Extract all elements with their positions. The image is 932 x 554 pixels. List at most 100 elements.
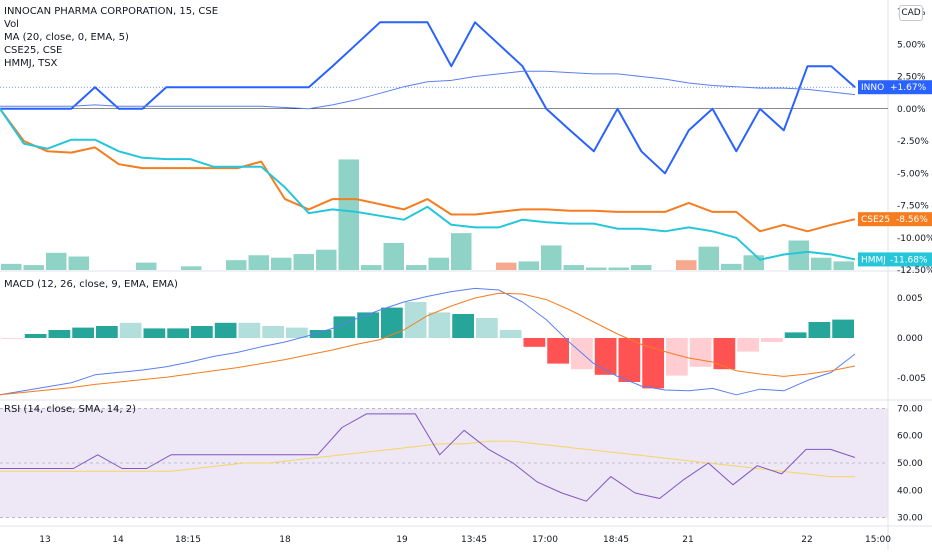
macd-histogram-bar — [618, 338, 641, 382]
macd-histogram-bar — [428, 312, 451, 338]
volume-bar — [136, 262, 157, 270]
y-tick-label: -5.00% — [897, 169, 929, 179]
macd-histogram-bar — [238, 322, 261, 338]
macd-histogram-bar — [476, 318, 498, 338]
macd-histogram-bar — [48, 330, 71, 338]
y-tick-label: -2.50% — [897, 137, 929, 147]
main-legend: INNOCAN PHARMA CORPORATION, 15, CSE Vol … — [4, 5, 218, 70]
y-tick-label: 70.00 — [897, 404, 923, 414]
tag-value-text: +1.67% — [890, 83, 927, 93]
symbol-title[interactable]: INNOCAN PHARMA CORPORATION, 15, CSE — [4, 6, 219, 17]
tag-value-cse25 — [894, 212, 932, 227]
series-line-ma — [0, 70, 856, 110]
x-tick-label: 18 — [279, 535, 291, 545]
macd-histogram-bar — [689, 338, 712, 367]
volume-bar — [68, 256, 89, 270]
macd-legend[interactable]: MACD (12, 26, close, 9, EMA, EMA) — [4, 278, 178, 291]
y-tick-label: 0.005 — [897, 294, 923, 304]
macd-histogram-bar — [832, 319, 854, 338]
volume-bar — [1, 263, 22, 270]
x-tick-label: 14 — [112, 535, 124, 545]
y-tick-label: 0.000 — [897, 334, 923, 344]
volume-bar — [248, 255, 269, 270]
volume-bar — [811, 257, 832, 270]
volume-bar — [46, 252, 67, 270]
x-tick-label: 18:45 — [603, 535, 629, 545]
tag-symbol-text: HMMJ — [861, 255, 886, 265]
ma-legend[interactable]: MA (20, close, 0, EMA, 5) — [4, 32, 129, 43]
volume-bar — [676, 260, 697, 270]
volume-bar — [563, 265, 584, 270]
macd-histogram-bar — [642, 338, 664, 389]
volume-legend[interactable]: Vol — [4, 19, 19, 30]
macd-histogram-bar — [452, 314, 474, 338]
macd-line — [0, 287, 856, 396]
macd-histogram-bar — [309, 330, 332, 338]
y-tick-label: 40.00 — [897, 486, 923, 496]
volume-bar — [383, 242, 404, 270]
volume-bar — [631, 265, 652, 270]
signal-line — [0, 292, 856, 396]
y-tick-label: 50.00 — [897, 459, 923, 469]
tag-symbol-hmmj — [858, 252, 888, 267]
tag-value-text: -11.68% — [890, 255, 928, 265]
series-line-inno — [0, 21, 856, 175]
volume-bar — [586, 267, 607, 270]
macd-histogram-bar — [761, 338, 783, 342]
rsi-label: RSI (14, close, SMA, 14, 2) — [4, 404, 137, 415]
macd-histogram-bar — [404, 302, 427, 338]
y-tick-label: 30.00 — [897, 514, 923, 524]
series-line-cse25 — [0, 108, 856, 233]
x-tick-label: 19 — [396, 535, 408, 545]
macd-histogram-bar — [737, 338, 759, 352]
rsi-ma-line — [0, 440, 855, 478]
volume-bar — [181, 266, 202, 270]
macd-histogram-bar — [119, 322, 142, 338]
macd-histogram-bar — [72, 327, 94, 338]
macd-histogram-bar — [666, 338, 688, 376]
x-tick-label: 17:00 — [532, 535, 558, 545]
rsi-legend[interactable]: RSI (14, close, SMA, 14, 2) — [4, 403, 136, 416]
macd-histogram-bar — [24, 334, 47, 338]
volume-bar — [293, 254, 314, 270]
macd-histogram-bar — [1, 338, 23, 339]
rsi-line — [0, 413, 856, 502]
x-tick-label: 13 — [39, 535, 50, 545]
x-tick-label: 15:00 — [865, 535, 891, 545]
macd-histogram-bar — [594, 338, 617, 375]
macd-histogram-bar — [808, 322, 831, 338]
tag-symbol-inno — [858, 80, 888, 95]
macd-histogram-bar — [784, 332, 807, 338]
macd-histogram-bar — [357, 312, 379, 338]
currency-button[interactable]: CAD — [899, 5, 923, 21]
hmmj-legend[interactable]: HMMJ, TSX — [4, 58, 58, 69]
volume-bar — [698, 246, 719, 270]
volume-bar — [428, 257, 449, 270]
macd-histogram-bar — [143, 328, 166, 338]
volume-bar — [406, 265, 427, 270]
macd-histogram-bar — [262, 326, 284, 338]
x-tick-label: 18:15 — [175, 535, 201, 545]
volume-bar — [496, 262, 517, 270]
volume-bar — [788, 240, 809, 270]
y-tick-label: 60.00 — [897, 432, 923, 442]
y-tick-label: -12.50% — [897, 266, 932, 276]
volume-bar — [833, 261, 854, 270]
volume-bar — [451, 233, 472, 270]
y-tick-label: -0.005 — [897, 374, 926, 384]
volume-bar — [361, 265, 382, 270]
cse25-legend[interactable]: CSE25, CSE — [4, 45, 63, 56]
y-tick-label: 5.00% — [897, 40, 926, 50]
volume-bar — [721, 263, 742, 270]
macd-histogram-bar — [286, 327, 308, 338]
volume-bar — [316, 249, 337, 270]
macd-label: MACD (12, 26, close, 9, EMA, EMA) — [4, 279, 178, 290]
volume-bar — [541, 245, 562, 270]
macd-histogram-bar — [214, 322, 237, 338]
y-tick-label: -7.50% — [897, 202, 929, 212]
macd-histogram-bar — [547, 338, 569, 364]
volume-bar — [226, 260, 247, 270]
volume-bar — [608, 267, 629, 270]
